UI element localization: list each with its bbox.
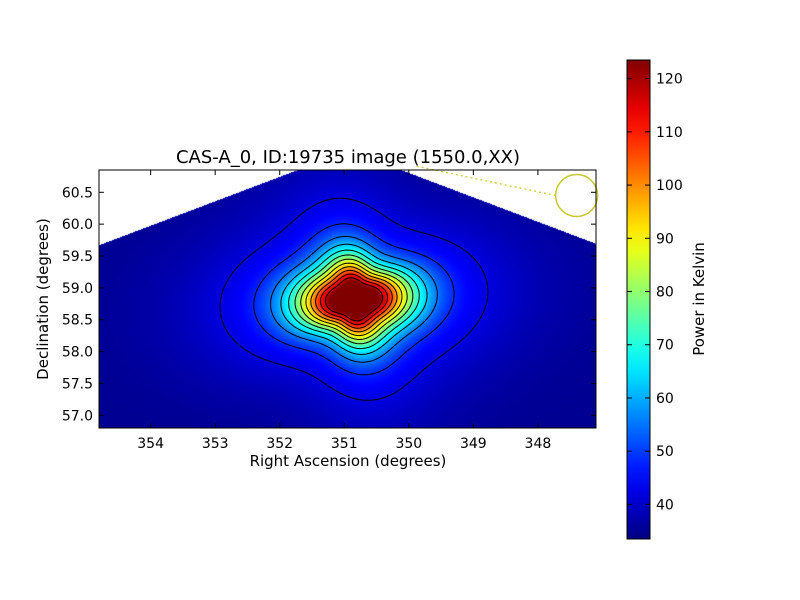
colorbar-tick-label: 90 <box>656 231 674 247</box>
colorbar-ticks: 40 50 60 70 80 90 100 110 120 <box>627 72 683 513</box>
contour-level-11 <box>319 273 388 326</box>
y-tick-label: 58.0 <box>62 345 93 361</box>
x-axis-ticks: 354 353 352 351 350 349 348 <box>137 170 551 452</box>
x-axis-label: Right Ascension (degrees) <box>250 452 447 470</box>
contour-level-10 <box>315 269 393 329</box>
contour-level-8 <box>305 262 403 337</box>
contour-level-3 <box>270 235 438 363</box>
contour-level-4 <box>280 243 428 355</box>
contour-lines <box>219 197 489 401</box>
colorbar-tick-label: 40 <box>656 497 674 513</box>
y-tick-label: 59.0 <box>62 281 93 297</box>
contour-level-5 <box>288 249 420 350</box>
colorbar-tick-label: 50 <box>656 444 674 460</box>
contour-level-2 <box>253 223 455 376</box>
x-tick-label: 353 <box>202 436 229 452</box>
contour-level-1 <box>219 197 489 401</box>
contour-level-9 <box>310 266 398 333</box>
colorbar-tick-label: 120 <box>656 72 683 88</box>
heatmap-image <box>99 170 596 428</box>
colorbar-tick-label: 100 <box>656 178 683 194</box>
colorbar-frame <box>626 59 651 540</box>
colorbar-tick-label: 60 <box>656 391 674 407</box>
x-tick-label: 352 <box>266 436 293 452</box>
x-tick-label: 351 <box>331 436 358 452</box>
y-tick-label: 60.5 <box>62 185 93 201</box>
y-tick-label: 57.0 <box>62 408 93 424</box>
x-tick-label: 350 <box>395 436 422 452</box>
colorbar: 40 50 60 70 80 90 100 110 120 Power in Kelvin <box>626 59 708 540</box>
x-tick-label: 348 <box>525 436 552 452</box>
beam-marker-circle <box>554 173 599 218</box>
y-axis-label: Declination (degrees) <box>34 218 52 380</box>
x-tick-label: 354 <box>137 436 164 452</box>
contour-level-7 <box>300 258 408 340</box>
y-tick-label: 60.0 <box>62 217 93 233</box>
colorbar-tick-label: 80 <box>656 285 674 301</box>
y-tick-label: 57.5 <box>62 376 93 392</box>
chart-title: CAS-A_0, ID:19735 image (1550.0,XX) <box>176 147 520 168</box>
beam-marker-line <box>415 165 556 197</box>
y-tick-label: 59.5 <box>62 249 93 265</box>
colorbar-tick-label: 70 <box>656 338 674 354</box>
plot-frame <box>98 169 597 429</box>
colorbar-label: Power in Kelvin <box>690 242 708 356</box>
colorbar-tick-label: 110 <box>656 125 683 141</box>
contour-level-6 <box>294 254 414 345</box>
y-tick-label: 58.5 <box>62 313 93 329</box>
colorbar-bar <box>627 60 650 539</box>
plot-area <box>98 165 599 429</box>
x-tick-label: 349 <box>460 436 487 452</box>
y-axis-ticks: 57.0 57.5 58.0 58.5 59.0 59.5 60.0 60.5 <box>62 185 596 424</box>
contour-level-12 <box>324 277 383 322</box>
